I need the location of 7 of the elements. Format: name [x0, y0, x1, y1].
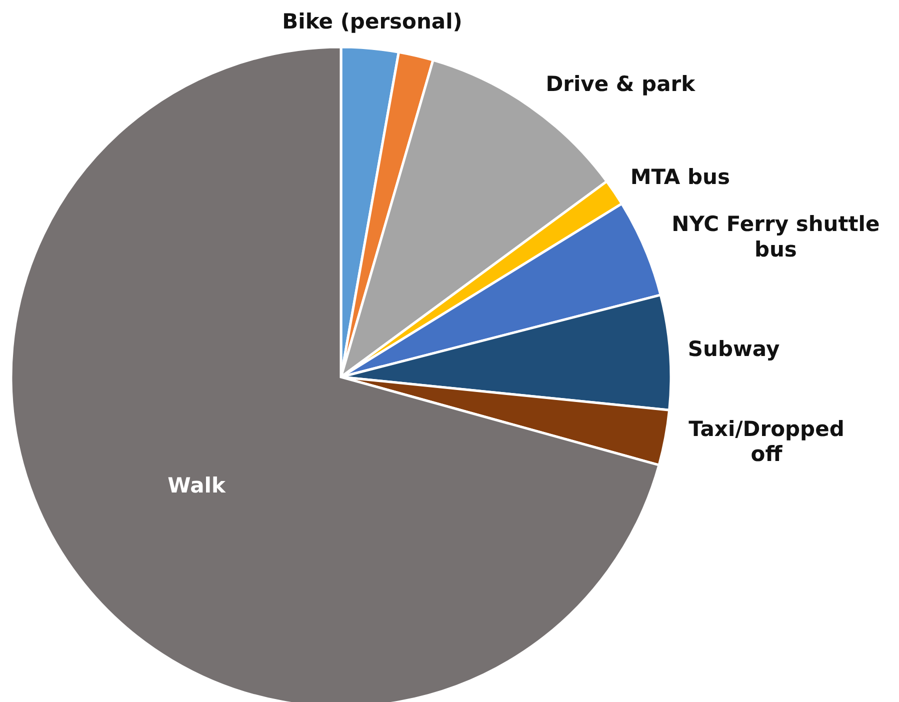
slice-label: Walk — [168, 474, 226, 498]
slice-label: MTA bus — [630, 164, 730, 189]
slice-label: Taxi/Dropped off — [688, 416, 844, 466]
slice-label: Bike (personal) — [282, 9, 462, 34]
slice-label: Drive & park — [546, 72, 696, 96]
slice-label: Subway — [688, 336, 780, 361]
slice-label: NYC Ferry shuttle bus — [672, 212, 880, 262]
